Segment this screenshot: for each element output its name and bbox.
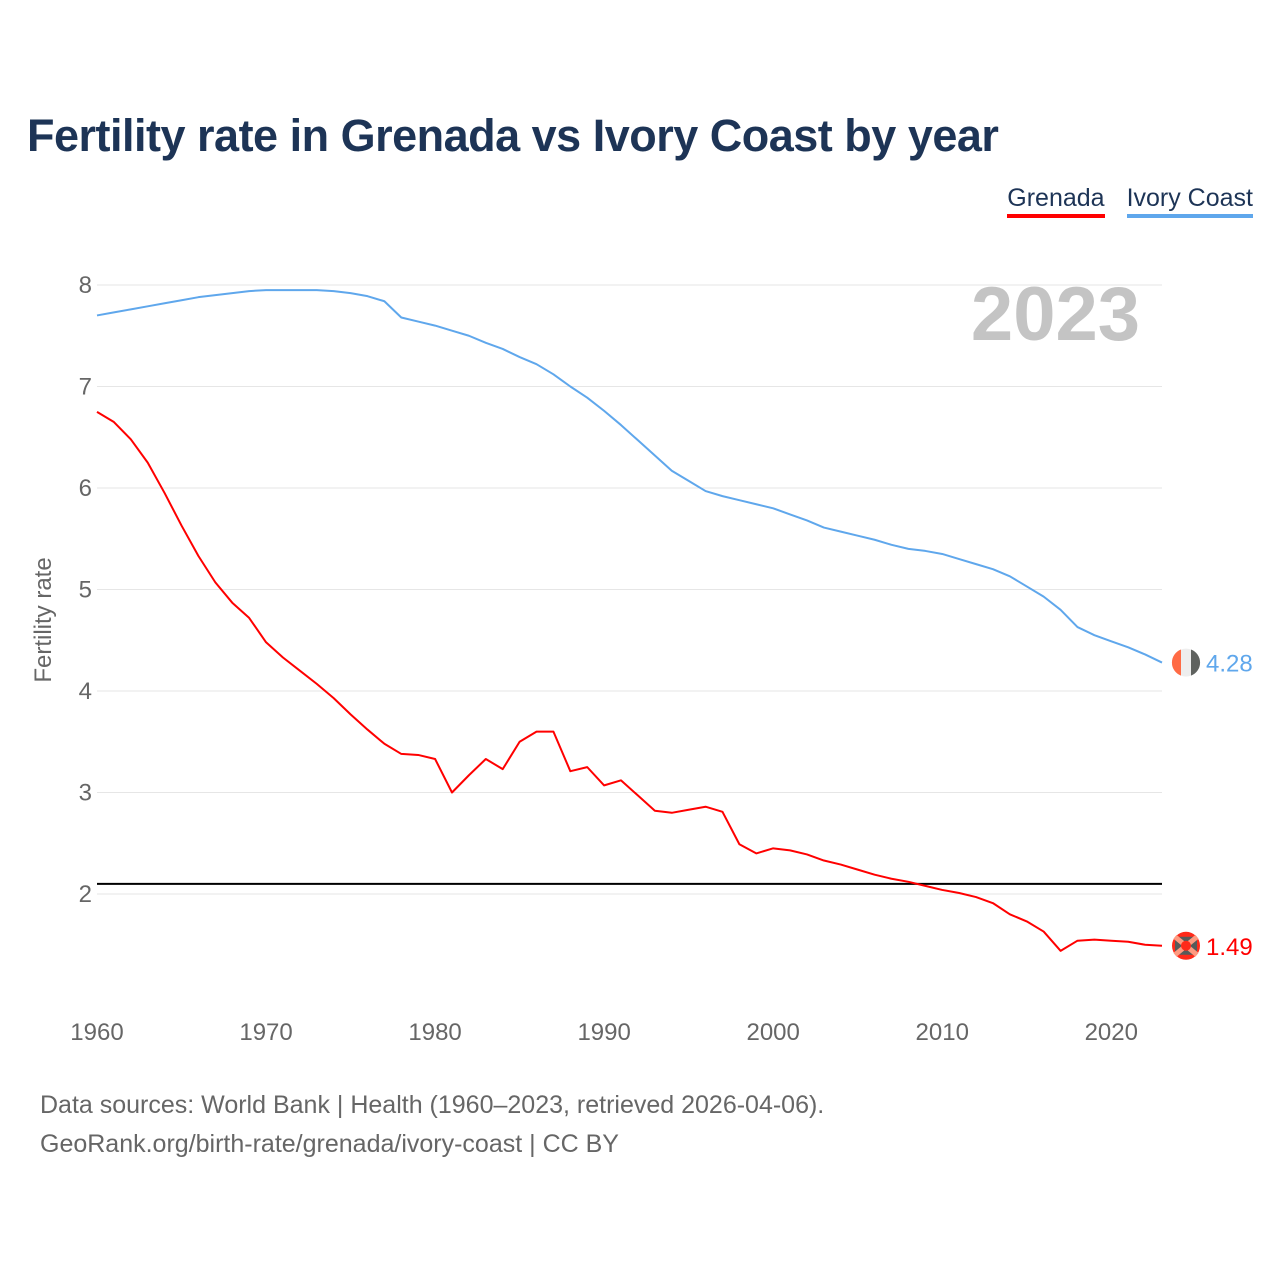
x-tick-label: 1990 <box>577 1019 630 1046</box>
y-tick-label: 4 <box>79 678 92 705</box>
x-tick-label: 2020 <box>1085 1019 1138 1046</box>
y-tick-label: 3 <box>79 780 92 807</box>
y-tick-label: 8 <box>79 272 92 299</box>
series-line-grenada <box>96 411 1163 952</box>
x-tick-label: 2010 <box>916 1019 969 1046</box>
legend-item-ivory-coast[interactable]: Ivory Coast <box>1126 184 1253 218</box>
flag-stripe-orange <box>1171 649 1181 676</box>
y-axis-label: Fertility rate <box>30 557 57 682</box>
series-line-ivory-coast <box>96 289 1163 664</box>
legend-item-grenada[interactable]: Grenada <box>1007 184 1105 218</box>
end-value-label: 4.28 <box>1206 651 1253 678</box>
footer-link[interactable]: GeoRank.org/birth-rate/grenada/ivory-coa… <box>40 1130 619 1158</box>
x-tick-label: 2000 <box>746 1019 799 1046</box>
x-tick-label: 1980 <box>408 1019 461 1046</box>
y-tick-label: 5 <box>79 577 92 604</box>
y-tick-label: 7 <box>79 374 92 401</box>
x-tick-label: 1970 <box>239 1019 292 1046</box>
flag-stripe-green <box>1191 649 1201 676</box>
y-tick-label: 2 <box>79 881 92 908</box>
y-tick-label: 6 <box>79 475 92 502</box>
footer-sources: Data sources: World Bank | Health (1960–… <box>40 1091 825 1119</box>
legend: Grenada Ivory Coast <box>1007 184 1253 218</box>
x-tick-label: 1960 <box>70 1019 123 1046</box>
footer: Data sources: World Bank | Health (1960–… <box>40 1086 824 1164</box>
end-value-label: 1.49 <box>1206 934 1253 961</box>
year-label: 2023 <box>971 272 1140 357</box>
chart-title: Fertility rate in Grenada vs Ivory Coast… <box>27 110 999 161</box>
flag-star <box>1181 940 1191 951</box>
